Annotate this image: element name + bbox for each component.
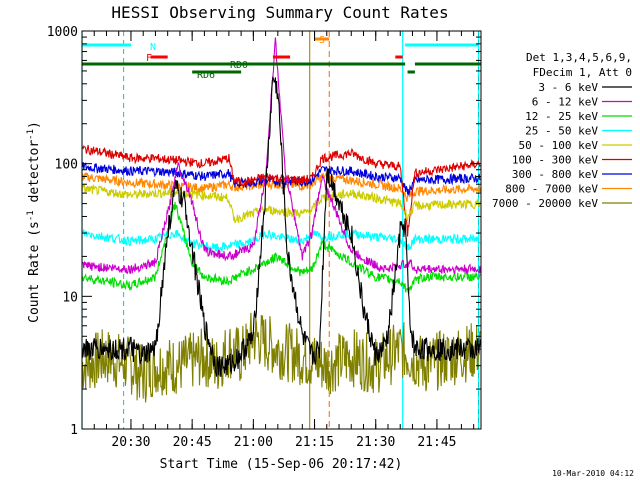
- chart-title: HESSI Observing Summary Count Rates: [111, 3, 448, 22]
- y-tick-label: 1: [70, 423, 78, 438]
- y-tick-label: 10: [62, 290, 78, 305]
- legend-entry-label: 25 - 50 keV: [525, 125, 598, 138]
- legend: Det 1,3,4,5,6,9, FDecim 1, Att 0 3 - 6 keV…: [492, 51, 632, 210]
- series-800-7000-keV: [82, 171, 481, 202]
- series-50-100-keV: [82, 183, 481, 224]
- legend-entry-label: 6 - 12 keV: [532, 96, 599, 109]
- legend-entry-label: 800 - 7000 keV: [505, 183, 598, 196]
- series-25-50-keV: [82, 227, 481, 253]
- bar-label-F: F: [146, 53, 152, 64]
- bar-label-N: N: [150, 42, 156, 53]
- y-axis-label: Count Rate (s-1 detector-1): [26, 121, 42, 323]
- legend-entry-label: 50 - 100 keV: [519, 139, 599, 152]
- series-6-12-keV: [82, 37, 481, 276]
- x-axis-label: Start Time (15-Sep-06 20:17:42): [160, 457, 403, 472]
- x-tick-label: 20:45: [173, 435, 212, 450]
- timestamp: 10-Mar-2010 04:12: [552, 469, 634, 478]
- plot-frame: [81, 30, 482, 430]
- plot-content: [82, 31, 481, 429]
- legend-header-2: FDecim 1, Att 0: [533, 66, 632, 79]
- x-tick-label: 21:15: [295, 435, 334, 450]
- x-tick-label: 20:30: [111, 435, 150, 450]
- legend-header-1: Det 1,3,4,5,6,9,: [526, 51, 632, 64]
- axis-ticks: 1 10 100 1000 20:30 20:45 21:00 21:15 21:30 21:45: [47, 25, 481, 450]
- series-12-25-keV: [82, 202, 481, 294]
- legend-entry-label: 100 - 300 keV: [512, 154, 598, 167]
- bar-label-RD6: RD6: [197, 70, 215, 81]
- legend-entry-label: 12 - 25 keV: [525, 110, 598, 123]
- series-3-6-keV: [82, 76, 481, 377]
- y-tick-label: 100: [55, 158, 78, 173]
- series-100-300-keV: [82, 145, 481, 237]
- y-tick-label: 1000: [47, 25, 78, 40]
- legend-entry-label: 300 - 800 keV: [512, 168, 598, 181]
- x-tick-label: 21:00: [234, 435, 273, 450]
- series-7000-20000-keV: [82, 312, 481, 403]
- legend-entry-label: 7000 - 20000 keV: [492, 197, 598, 210]
- legend-entry-label: 3 - 6 keV: [538, 81, 598, 94]
- x-tick-label: 21:30: [356, 435, 395, 450]
- x-tick-label: 21:45: [417, 435, 456, 450]
- bar-label-S: S: [319, 35, 325, 46]
- plot-area: NF S RD0 RD6: [81, 30, 482, 430]
- bar-label-RD0: RD0: [230, 60, 248, 71]
